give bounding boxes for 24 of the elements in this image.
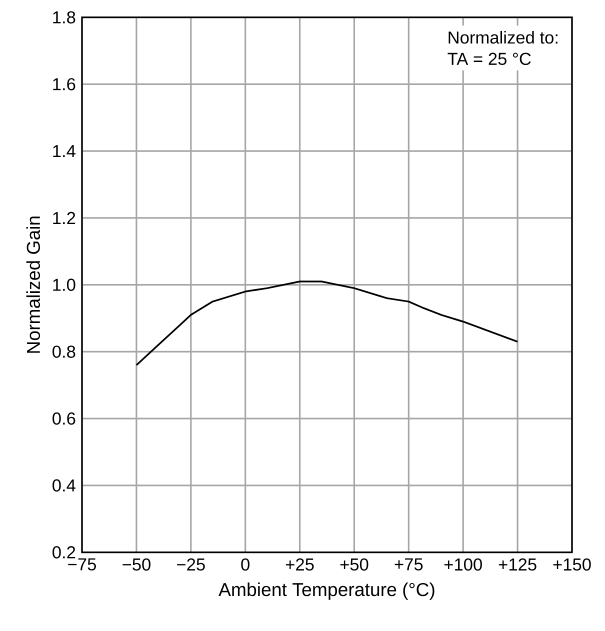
y-tick-label: 0.8: [52, 346, 76, 358]
x-tick-label: +150: [553, 558, 591, 571]
y-axis-title: Normalized Gain: [26, 216, 40, 353]
y-tick-label: 0.2: [52, 546, 76, 558]
line-series: [136, 280, 518, 366]
y-tick-label: 1.0: [53, 278, 76, 291]
x-axis-title: Ambient Temperature (°C): [218, 582, 434, 600]
y-tick-label: 0.4: [52, 479, 76, 492]
annotation: Normalized to:: [448, 30, 558, 44]
x-tick-label: −50: [122, 558, 150, 571]
y-tick-label: 1.2: [53, 212, 76, 224]
x-tick-label: +75: [394, 558, 423, 570]
x-tick-label: +125: [498, 558, 536, 571]
x-tick-label: +50: [340, 558, 368, 571]
x-tick-label: +100: [444, 558, 482, 571]
x-tick-label: −25: [177, 558, 205, 571]
annotation: TA = 25 °C: [448, 52, 531, 66]
x-tick-label: −75: [68, 558, 96, 570]
x-tick-label: +25: [286, 558, 314, 571]
y-tick-label: 1.6: [53, 78, 76, 90]
y-tick-label: 0.6: [52, 412, 76, 425]
x-tick-label: 0: [241, 558, 250, 571]
y-tick-label: 1.4: [53, 145, 76, 158]
y-tick-label: 1.8: [53, 11, 76, 24]
